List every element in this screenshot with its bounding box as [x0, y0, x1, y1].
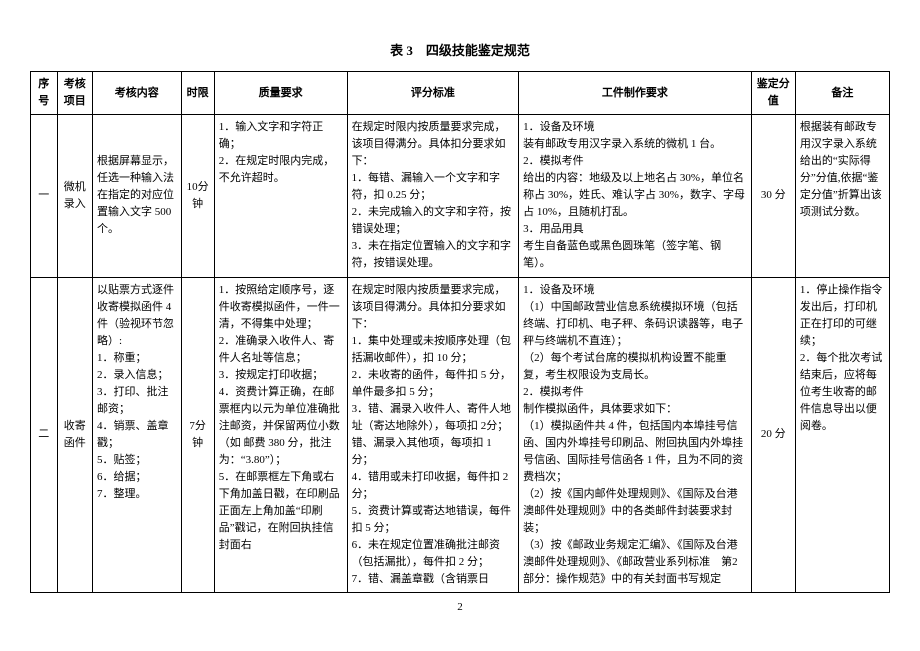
table-title: 表 3 四级技能鉴定规范 [30, 40, 890, 59]
table-row: 二 收寄函件 以贴票方式逐件收寄模拟函件 4 件（验视环节忽略）: 1．称重； … [31, 277, 890, 593]
cell-item: 收寄函件 [57, 277, 92, 593]
col-item: 考核项目 [57, 72, 92, 115]
cell-work: 1．设备及环境 （1）中国邮政营业信息系统模拟环境（包括终端、打印机、电子秤、条… [519, 277, 751, 593]
cell-content: 以贴票方式逐件收寄模拟函件 4 件（验视环节忽略）: 1．称重； 2．录入信息；… [92, 277, 181, 593]
cell-criteria: 在规定时限内按质量要求完成，该项目得满分。具体扣分要求如下： 1．每错、漏输入一… [347, 115, 519, 277]
col-seq: 序号 [31, 72, 58, 115]
cell-time: 7分钟 [181, 277, 214, 593]
col-quality: 质量要求 [214, 72, 347, 115]
cell-quality: 1．输入文字和字符正确； 2．在规定时限内完成，不允许超时。 [214, 115, 347, 277]
page-number: 2 [30, 601, 890, 613]
spec-table: 序号 考核项目 考核内容 时限 质量要求 评分标准 工件制作要求 鉴定分值 备注… [30, 71, 890, 593]
cell-time: 10分钟 [181, 115, 214, 277]
col-content: 考核内容 [92, 72, 181, 115]
col-criteria: 评分标准 [347, 72, 519, 115]
cell-quality: 1．按照给定顺序号，逐件收寄模拟函件，一件一清，不得集中处理； 2．准确录入收件… [214, 277, 347, 593]
col-score: 鉴定分值 [751, 72, 795, 115]
col-remark: 备注 [795, 72, 889, 115]
cell-seq: 一 [31, 115, 58, 277]
cell-item: 微机录入 [57, 115, 92, 277]
col-work: 工件制作要求 [519, 72, 751, 115]
cell-remark: 1．停止操作指令发出后，打印机正在打印的可继续； 2．每个批次考试结束后，应将每… [795, 277, 889, 593]
cell-remark: 根据装有邮政专用汉字录入系统给出的“实际得分”分值,依据“鉴定分值”折算出该项测… [795, 115, 889, 277]
cell-work: 1．设备及环境 装有邮政专用汉字录入系统的微机 1 台。 2．模拟考件 给出的内… [519, 115, 751, 277]
table-header-row: 序号 考核项目 考核内容 时限 质量要求 评分标准 工件制作要求 鉴定分值 备注 [31, 72, 890, 115]
cell-score: 30 分 [751, 115, 795, 277]
cell-score: 20 分 [751, 277, 795, 593]
cell-criteria: 在规定时限内按质量要求完成，该项目得满分。具体扣分要求如下： 1．集中处理或未按… [347, 277, 519, 593]
table-row: 一 微机录入 根据屏幕显示，任选一种输入法在指定的对应位置输入文字 500个。 … [31, 115, 890, 277]
col-time: 时限 [181, 72, 214, 115]
cell-content: 根据屏幕显示，任选一种输入法在指定的对应位置输入文字 500个。 [92, 115, 181, 277]
cell-seq: 二 [31, 277, 58, 593]
